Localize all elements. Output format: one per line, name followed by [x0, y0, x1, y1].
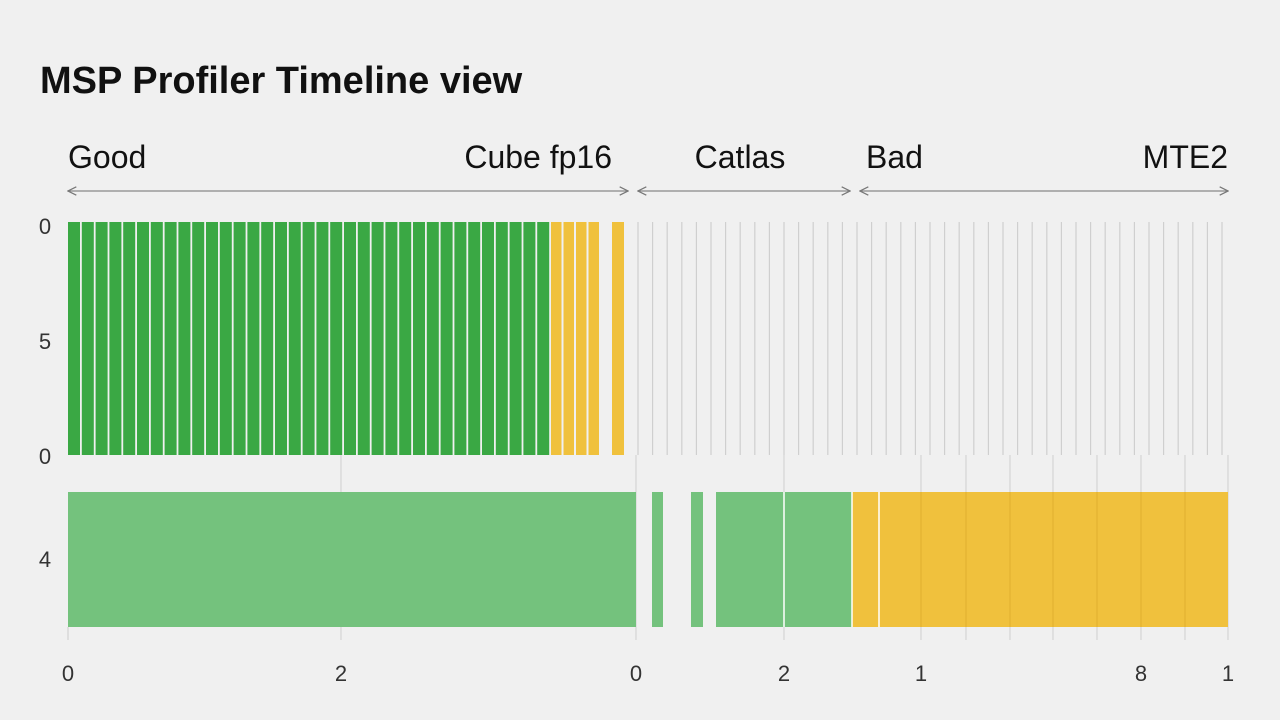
x-label: 1: [1222, 661, 1234, 686]
event-block: [178, 222, 191, 455]
event-block: [68, 492, 636, 627]
event-block: [233, 222, 246, 455]
y-label: 0: [39, 444, 51, 469]
event-block: [137, 222, 149, 455]
section-label: Cube fp16: [464, 139, 612, 175]
event-block: [588, 222, 599, 455]
event-block: [164, 222, 177, 455]
event-block: [468, 222, 481, 455]
event-block: [495, 222, 508, 455]
section-label: Catlas: [695, 139, 786, 175]
event-block: [426, 222, 439, 455]
event-block: [68, 222, 80, 455]
event-block: [399, 222, 412, 455]
y-label: 0: [39, 214, 51, 239]
event-block: [454, 222, 467, 455]
event-block: [344, 222, 356, 455]
event-block: [357, 222, 370, 455]
event-block: [192, 222, 205, 455]
event-block: [150, 222, 163, 455]
y-label: 5: [39, 329, 51, 354]
event-block: [123, 222, 136, 455]
event-block: [563, 222, 574, 455]
event-block: [371, 222, 384, 455]
event-block: [288, 222, 301, 455]
section-label: Good: [68, 139, 146, 175]
x-label: 1: [915, 661, 927, 686]
x-label: 2: [335, 661, 347, 686]
event-block: [330, 222, 343, 455]
event-block: [551, 222, 562, 455]
section-label: MTE2: [1143, 139, 1228, 175]
section-label: Bad: [866, 139, 923, 175]
x-label: 8: [1135, 661, 1147, 686]
event-block: [261, 222, 274, 455]
event-block: [440, 222, 453, 455]
event-block: [81, 222, 94, 455]
x-label: 0: [630, 661, 642, 686]
event-block: [247, 222, 260, 455]
event-block: [482, 222, 494, 455]
event-block: [523, 222, 536, 455]
event-block: [219, 222, 232, 455]
event-block: [691, 492, 703, 627]
tracks: [67, 222, 1229, 640]
event-block: [612, 222, 624, 455]
x-label: 0: [62, 661, 74, 686]
event-block: [852, 492, 1228, 627]
event-block: [413, 222, 425, 455]
x-label: 2: [778, 661, 790, 686]
event-block: [576, 222, 587, 455]
event-block: [109, 222, 122, 455]
event-block: [206, 222, 218, 455]
event-block: [95, 222, 108, 455]
event-block: [302, 222, 315, 455]
event-block: [385, 222, 398, 455]
y-label: 4: [39, 547, 51, 572]
event-block: [537, 222, 550, 455]
page-title: MSP Profiler Timeline view: [40, 60, 523, 102]
event-block: [509, 222, 522, 455]
event-block: [275, 222, 287, 455]
event-block: [652, 492, 663, 627]
event-block: [316, 222, 329, 455]
